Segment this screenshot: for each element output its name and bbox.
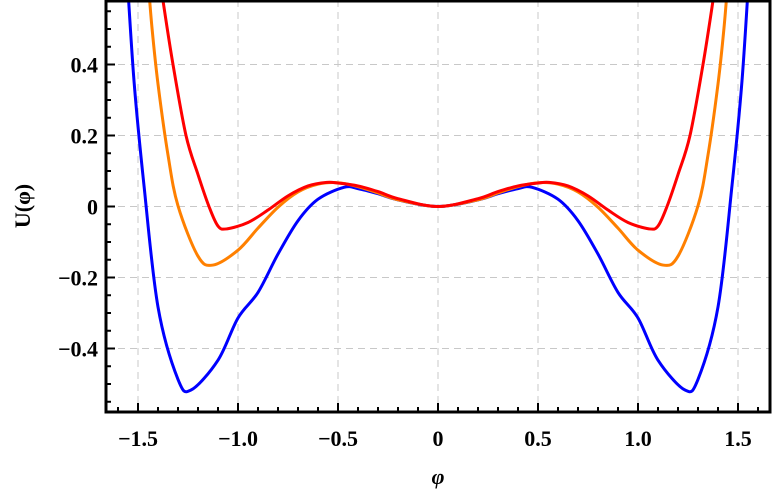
- x-tick-label: 0.5: [524, 426, 552, 451]
- y-tick-label: 0.4: [71, 53, 99, 78]
- x-tick-label: 1.0: [624, 426, 652, 451]
- x-axis-title: φ: [432, 464, 445, 489]
- y-tick-label: 0: [87, 195, 98, 220]
- y-axis-title: U(φ): [10, 184, 35, 228]
- y-tick-label: −0.2: [58, 266, 98, 291]
- x-tick-label: −1.0: [218, 426, 258, 451]
- x-tick-label: −1.5: [118, 426, 158, 451]
- axis-ticks: [106, 10, 759, 412]
- x-tick-labels: −1.5 −1.0 −0.5 0 0.5 1.0 1.5: [118, 426, 752, 451]
- x-tick-label: 0: [433, 426, 444, 451]
- curves: [127, 1, 749, 394]
- x-tick-label: 1.5: [724, 426, 752, 451]
- y-tick-label: −0.4: [58, 337, 98, 362]
- y-tick-label: 0.2: [71, 124, 99, 149]
- x-tick-label: −0.5: [318, 426, 358, 451]
- curve-red: [161, 1, 715, 231]
- y-tick-labels: −0.4 −0.2 0 0.2 0.4: [58, 53, 98, 362]
